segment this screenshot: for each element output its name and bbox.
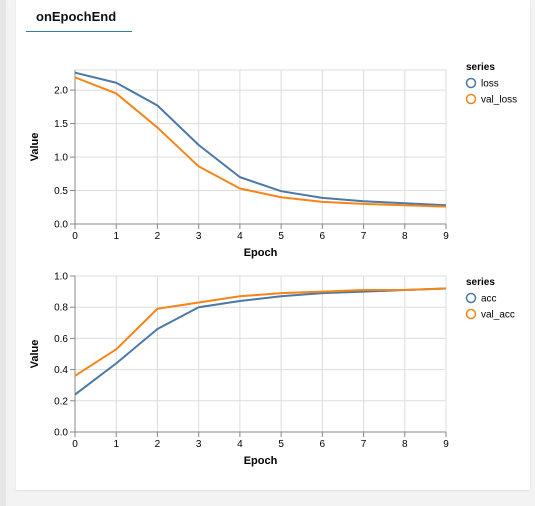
y-tick-label: 0.5 <box>54 186 68 197</box>
x-tick-label: 1 <box>113 439 119 450</box>
x-tick-label: 7 <box>361 231 367 242</box>
legend-label-loss: loss <box>481 79 499 90</box>
y-tick-label: 1.0 <box>54 153 68 164</box>
x-tick-label: 6 <box>320 439 326 450</box>
x-tick-label: 4 <box>237 231 243 242</box>
x-axis-title: Epoch <box>244 247 278 259</box>
x-tick-label: 3 <box>196 439 202 450</box>
y-tick-label: 2.0 <box>54 86 68 97</box>
acc-chart: 0 1 2 3 4 5 6 7 8 9 0.0 0.2 0.4 0.6 0.8 1.0 Epoch Value se… <box>29 272 515 468</box>
x-tick-label: 2 <box>155 439 161 450</box>
x-tick-label: 0 <box>72 439 78 450</box>
x-tick-label: 5 <box>278 231 284 242</box>
y-tick-label: 1.0 <box>54 272 68 283</box>
x-tick-label: 3 <box>196 231 202 242</box>
legend-symbol-acc <box>465 292 477 304</box>
x-tick-label: 9 <box>443 439 449 450</box>
series-line-val_acc <box>74 287 447 377</box>
x-tick-label: 4 <box>237 439 243 450</box>
panel-title[interactable]: onEpochEnd <box>36 9 117 24</box>
y-tick-label: 0.0 <box>54 428 68 439</box>
y-tick-label: 0.8 <box>54 303 68 314</box>
legend-title: series <box>466 62 495 73</box>
legend-label-acc: acc <box>481 294 497 305</box>
loss-chart: 0 1 2 3 4 5 6 7 8 9 0.0 0.5 1.0 1.5 2.0 Epoch Value serie… <box>29 62 517 259</box>
x-tick-label: 7 <box>361 439 367 450</box>
legend-title: series <box>466 277 495 288</box>
x-axis-title: Epoch <box>244 455 278 467</box>
x-tick-label: 2 <box>155 231 161 242</box>
y-tick-label: 1.5 <box>54 119 68 130</box>
x-tick-label: 9 <box>443 231 449 242</box>
visor-panel: onEpochEnd <box>16 0 530 490</box>
x-tick-label: 0 <box>72 231 78 242</box>
legend-symbol-loss <box>465 77 477 89</box>
left-strip <box>0 0 6 506</box>
x-tick-label: 8 <box>402 439 408 450</box>
x-tick-label: 8 <box>402 231 408 242</box>
panel-title-underline <box>26 31 132 32</box>
legend-label-val_acc: val_acc <box>481 310 515 321</box>
y-tick-label: 0.0 <box>54 220 68 231</box>
legend-symbol-val_acc <box>465 308 477 320</box>
series-line-loss <box>74 71 447 207</box>
y-tick-label: 0.6 <box>54 334 68 345</box>
x-tick-label: 5 <box>278 439 284 450</box>
plot-frame <box>74 69 447 225</box>
legend-symbol-val_loss <box>465 93 477 105</box>
x-tick-label: 1 <box>113 231 119 242</box>
y-axis-title: Value <box>29 133 41 162</box>
series-line-acc <box>74 287 447 396</box>
series-line-val_loss <box>74 76 447 208</box>
x-tick-label: 6 <box>320 231 326 242</box>
y-tick-label: 0.2 <box>54 396 68 407</box>
y-axis-title: Value <box>29 340 41 369</box>
legend-label-val_loss: val_loss <box>481 95 517 106</box>
y-tick-label: 0.4 <box>54 365 68 376</box>
